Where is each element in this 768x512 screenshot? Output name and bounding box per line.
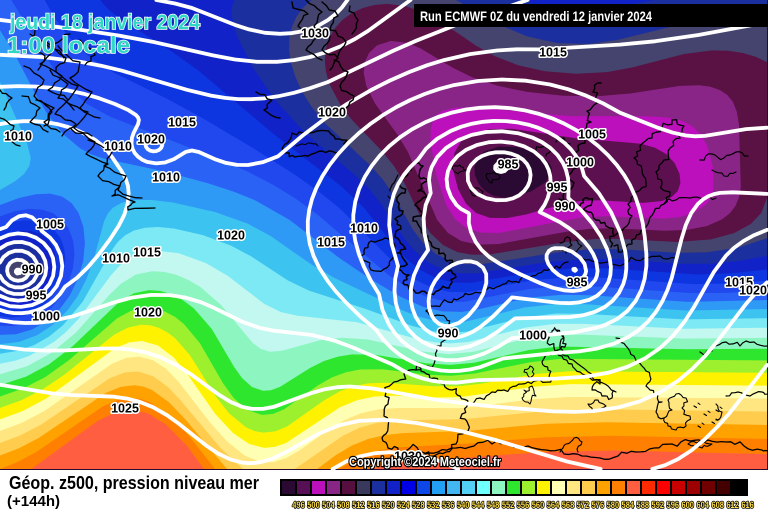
svg-text:985: 985 — [498, 158, 519, 172]
svg-text:556: 556 — [517, 500, 530, 510]
svg-text:1010: 1010 — [104, 140, 132, 154]
svg-text:1010: 1010 — [152, 171, 180, 185]
svg-text:995: 995 — [26, 289, 47, 303]
svg-text:995: 995 — [547, 181, 568, 195]
svg-text:1020: 1020 — [739, 284, 767, 298]
svg-text:572: 572 — [577, 500, 590, 510]
svg-text:512: 512 — [352, 500, 365, 510]
svg-text:1025: 1025 — [111, 402, 139, 416]
svg-text:1000: 1000 — [519, 329, 547, 343]
svg-text:596: 596 — [667, 500, 680, 510]
svg-text:990: 990 — [555, 200, 576, 214]
svg-text:588: 588 — [637, 500, 650, 510]
svg-text:592: 592 — [652, 500, 665, 510]
svg-text:544: 544 — [472, 500, 485, 510]
svg-text:jeudi 18 janvier 2024: jeudi 18 janvier 2024 — [9, 11, 200, 34]
svg-text:548: 548 — [487, 500, 500, 510]
svg-text:568: 568 — [562, 500, 575, 510]
svg-text:608: 608 — [711, 500, 724, 510]
svg-text:508: 508 — [337, 500, 350, 510]
svg-text:524: 524 — [397, 500, 410, 510]
svg-text:504: 504 — [322, 500, 335, 510]
svg-text:500: 500 — [307, 500, 320, 510]
svg-text:560: 560 — [532, 500, 545, 510]
svg-text:600: 600 — [681, 500, 694, 510]
svg-text:1005: 1005 — [36, 218, 64, 232]
svg-text:985: 985 — [567, 276, 588, 290]
svg-text:1015: 1015 — [725, 276, 753, 290]
svg-text:1010: 1010 — [350, 222, 378, 236]
svg-text:1015: 1015 — [133, 246, 161, 260]
svg-text:1015: 1015 — [317, 236, 345, 250]
svg-text:496: 496 — [292, 500, 305, 510]
svg-text:990: 990 — [438, 327, 459, 341]
svg-text:580: 580 — [607, 500, 620, 510]
svg-text:1020: 1020 — [137, 133, 165, 147]
svg-text:1020: 1020 — [134, 306, 162, 320]
svg-text:1005: 1005 — [578, 128, 606, 142]
svg-text:528: 528 — [412, 500, 425, 510]
svg-text:(+144h): (+144h) — [7, 494, 60, 510]
svg-text:1000: 1000 — [566, 156, 594, 170]
svg-text:576: 576 — [592, 500, 605, 510]
svg-text:1010: 1010 — [4, 130, 32, 144]
svg-text:1030: 1030 — [301, 27, 329, 41]
svg-text:Copyright ©2024 Meteociel.fr: Copyright ©2024 Meteociel.fr — [349, 454, 501, 469]
svg-text:532: 532 — [427, 500, 440, 510]
svg-text:1015: 1015 — [168, 116, 196, 130]
svg-text:564: 564 — [547, 500, 560, 510]
svg-text:516: 516 — [367, 500, 380, 510]
svg-text:Run ECMWF 0Z du vendredi 12 ja: Run ECMWF 0Z du vendredi 12 janvier 2024 — [420, 8, 652, 24]
svg-text:536: 536 — [442, 500, 455, 510]
svg-text:540: 540 — [457, 500, 470, 510]
svg-text:1015: 1015 — [539, 46, 567, 60]
svg-text:1020: 1020 — [217, 229, 245, 243]
svg-text:1010: 1010 — [102, 252, 130, 266]
svg-text:1000: 1000 — [32, 310, 60, 324]
svg-text:616: 616 — [741, 500, 754, 510]
svg-text:990: 990 — [22, 263, 43, 277]
svg-text:1:00 locale: 1:00 locale — [7, 32, 130, 58]
svg-text:1020: 1020 — [318, 106, 346, 120]
svg-text:584: 584 — [622, 500, 635, 510]
svg-text:604: 604 — [696, 500, 709, 510]
svg-text:Géop. z500, pression niveau me: Géop. z500, pression niveau mer — [9, 472, 259, 493]
svg-text:520: 520 — [382, 500, 395, 510]
svg-text:1030: 1030 — [394, 450, 422, 464]
svg-text:552: 552 — [502, 500, 515, 510]
svg-text:612: 612 — [726, 500, 739, 510]
